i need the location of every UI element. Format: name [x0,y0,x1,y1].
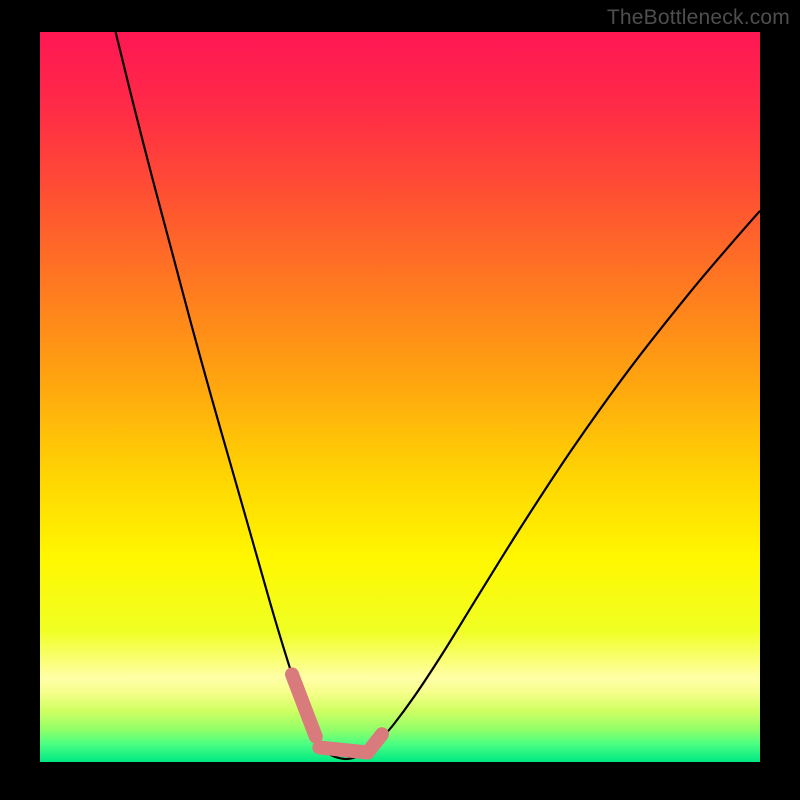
plot-background [40,32,760,762]
highlight-mark-1 [319,747,367,752]
chart-stage: TheBottleneck.com [0,0,800,800]
bottleneck-curve-chart [0,0,800,800]
watermark-text: TheBottleneck.com [607,6,790,30]
